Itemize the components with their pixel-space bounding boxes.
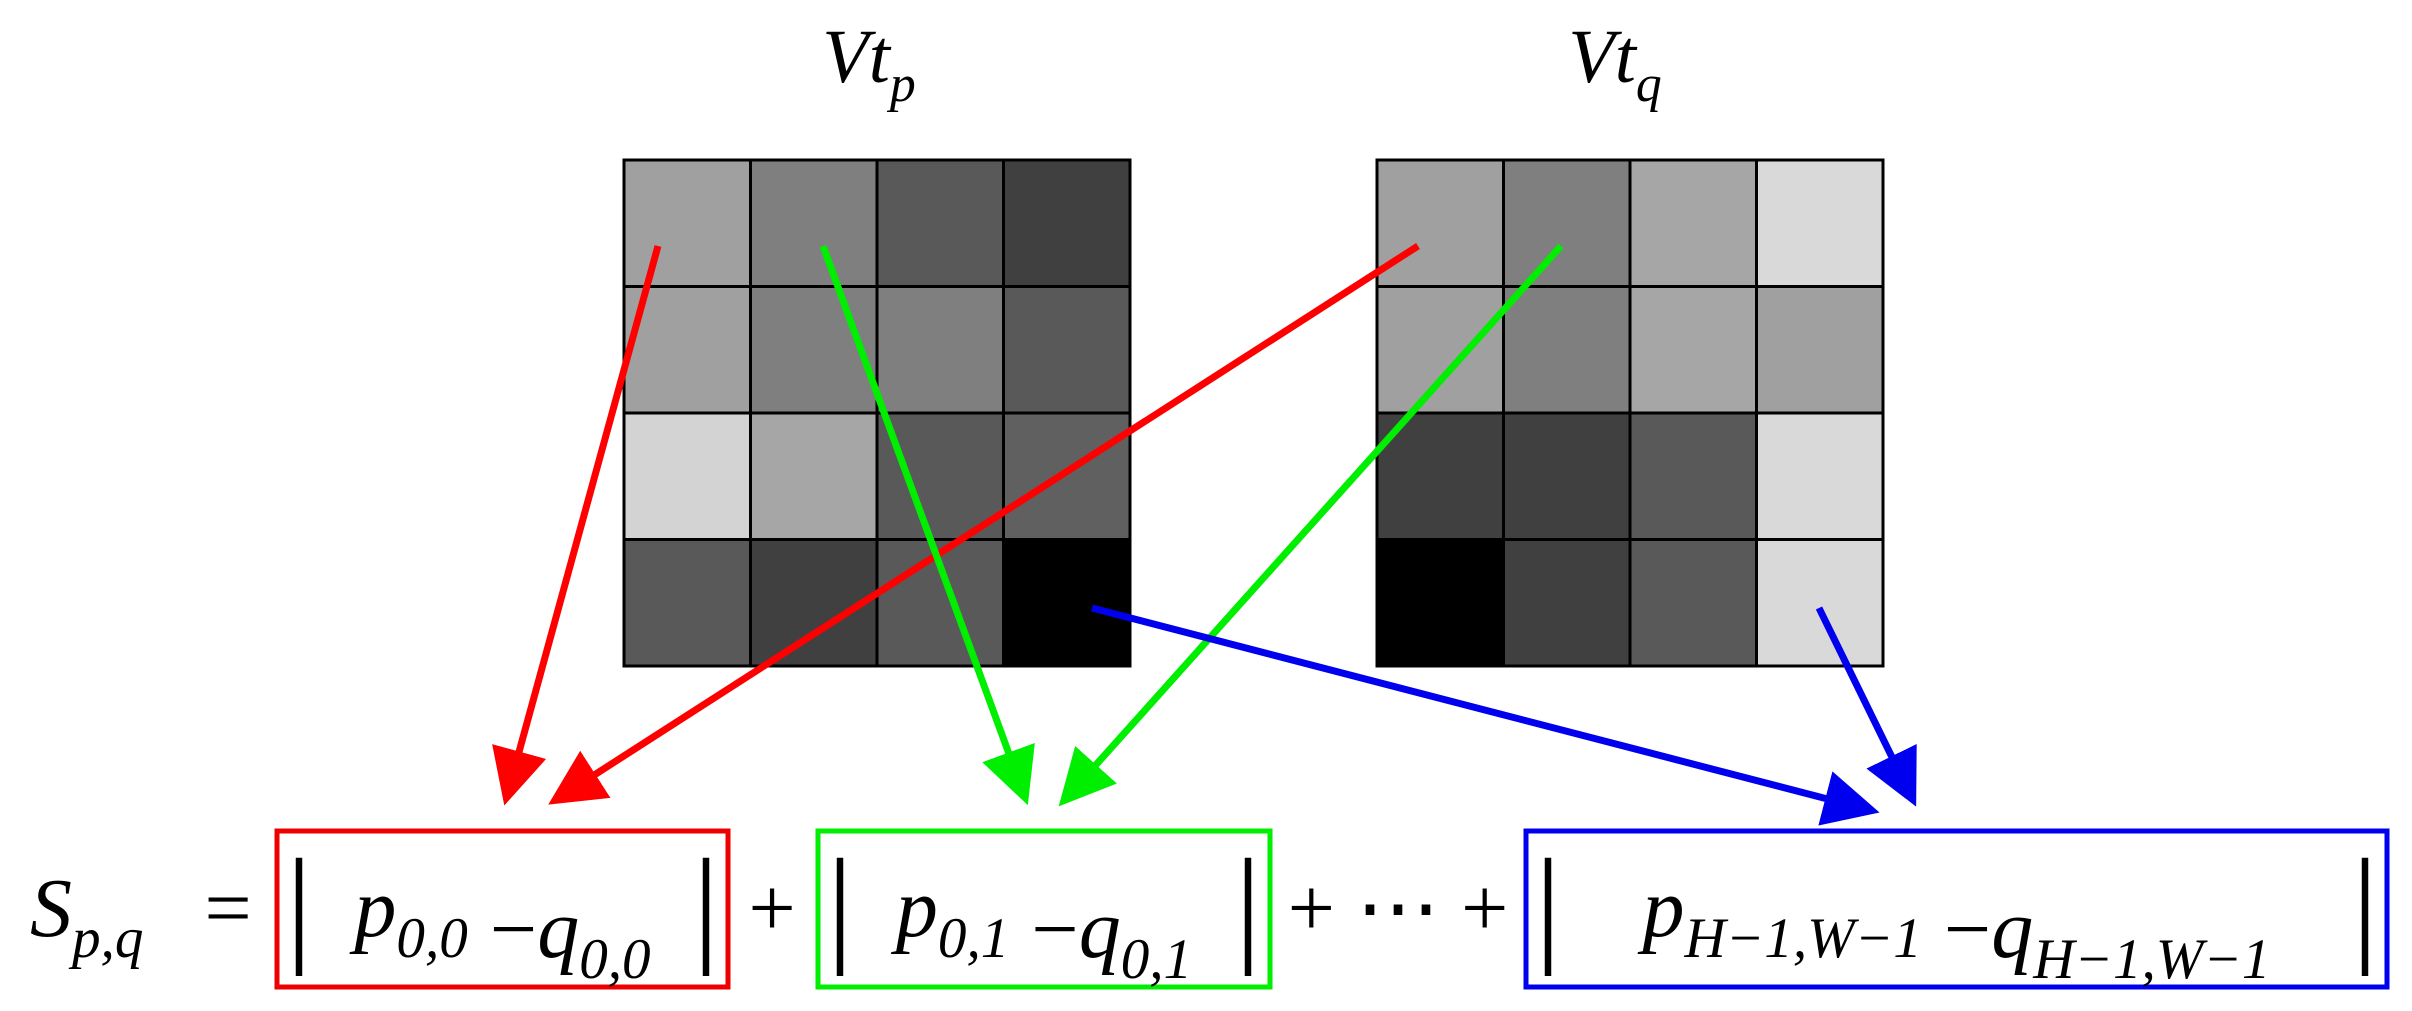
subscript: p,q xyxy=(68,907,143,970)
abs-bar: | xyxy=(1235,833,1261,977)
cell xyxy=(1502,285,1632,415)
cell xyxy=(875,158,1005,288)
operator: + ⋯ + xyxy=(1288,862,1509,955)
grid-label: Vtq xyxy=(1568,15,1661,113)
subscript: p xyxy=(886,56,916,113)
equals: = xyxy=(204,862,251,955)
cell xyxy=(622,158,752,288)
arrow xyxy=(819,244,1035,806)
grid-label: Vtp xyxy=(822,15,915,113)
cell xyxy=(1002,285,1132,415)
subscript: H−1,W−1 xyxy=(1684,907,1922,970)
arrow xyxy=(1058,243,1564,807)
arrow xyxy=(1815,606,1917,807)
term-box xyxy=(815,828,1273,990)
cell xyxy=(1628,411,1758,541)
cell xyxy=(875,285,1005,415)
cell xyxy=(1628,538,1758,668)
term-boxes xyxy=(274,828,2390,990)
abs-bar: | xyxy=(286,833,312,977)
cell xyxy=(749,158,879,288)
symbol: p xyxy=(891,862,938,955)
subscript: 0,0 xyxy=(579,928,650,991)
cell xyxy=(1628,285,1758,415)
cell xyxy=(1375,285,1505,415)
subscript: H−1,W−1 xyxy=(2032,928,2270,991)
term: p0,1 −q0,1 xyxy=(891,862,1192,991)
grids xyxy=(622,158,1885,668)
cell xyxy=(1755,158,1885,288)
operator: + xyxy=(748,862,795,955)
symbol: Vt xyxy=(822,15,891,99)
symbol: S xyxy=(30,862,72,955)
cell xyxy=(1502,411,1632,541)
abs-bar: | xyxy=(827,833,853,977)
abs-bar: | xyxy=(2352,833,2378,977)
arrow xyxy=(492,245,662,806)
arrows xyxy=(492,243,1917,826)
abs-bar: | xyxy=(1535,833,1561,977)
term: p0,0 −q0,0 xyxy=(349,862,650,991)
cell xyxy=(1755,411,1885,541)
cell xyxy=(749,411,879,541)
symbol: q xyxy=(1079,883,1121,976)
cell xyxy=(622,411,752,541)
cell xyxy=(1002,158,1132,288)
cell xyxy=(622,538,752,668)
cell xyxy=(1628,158,1758,288)
subscript: 0,1 xyxy=(938,907,1009,970)
symbol: p xyxy=(349,862,396,955)
cell xyxy=(1375,158,1505,288)
cell xyxy=(749,285,879,415)
cell xyxy=(1002,411,1132,541)
subscript: 0,0 xyxy=(396,907,467,970)
arrow xyxy=(1091,604,1880,826)
cell xyxy=(1375,538,1505,668)
cell xyxy=(749,538,879,668)
equation-lhs: Sp,q xyxy=(30,862,143,970)
minus: − xyxy=(1944,883,1991,976)
term-box xyxy=(274,828,731,990)
subscript: q xyxy=(1636,56,1662,113)
term: pH−1,W−1 −qH−1,W−1 xyxy=(1638,862,2271,991)
cell xyxy=(1502,538,1632,668)
cell xyxy=(1755,538,1885,668)
cell xyxy=(1755,285,1885,415)
abs-bar: | xyxy=(693,833,719,977)
symbol: q xyxy=(537,883,579,976)
cell xyxy=(1502,158,1632,288)
term-box xyxy=(1523,828,2390,990)
minus: − xyxy=(490,883,537,976)
symbol: q xyxy=(1991,883,2033,976)
minus: − xyxy=(1031,883,1078,976)
subscript: 0,1 xyxy=(1121,928,1192,991)
cell xyxy=(1002,538,1132,668)
symbol: p xyxy=(1638,862,1685,955)
symbol: Vt xyxy=(1568,15,1637,99)
arrow xyxy=(548,243,1420,805)
